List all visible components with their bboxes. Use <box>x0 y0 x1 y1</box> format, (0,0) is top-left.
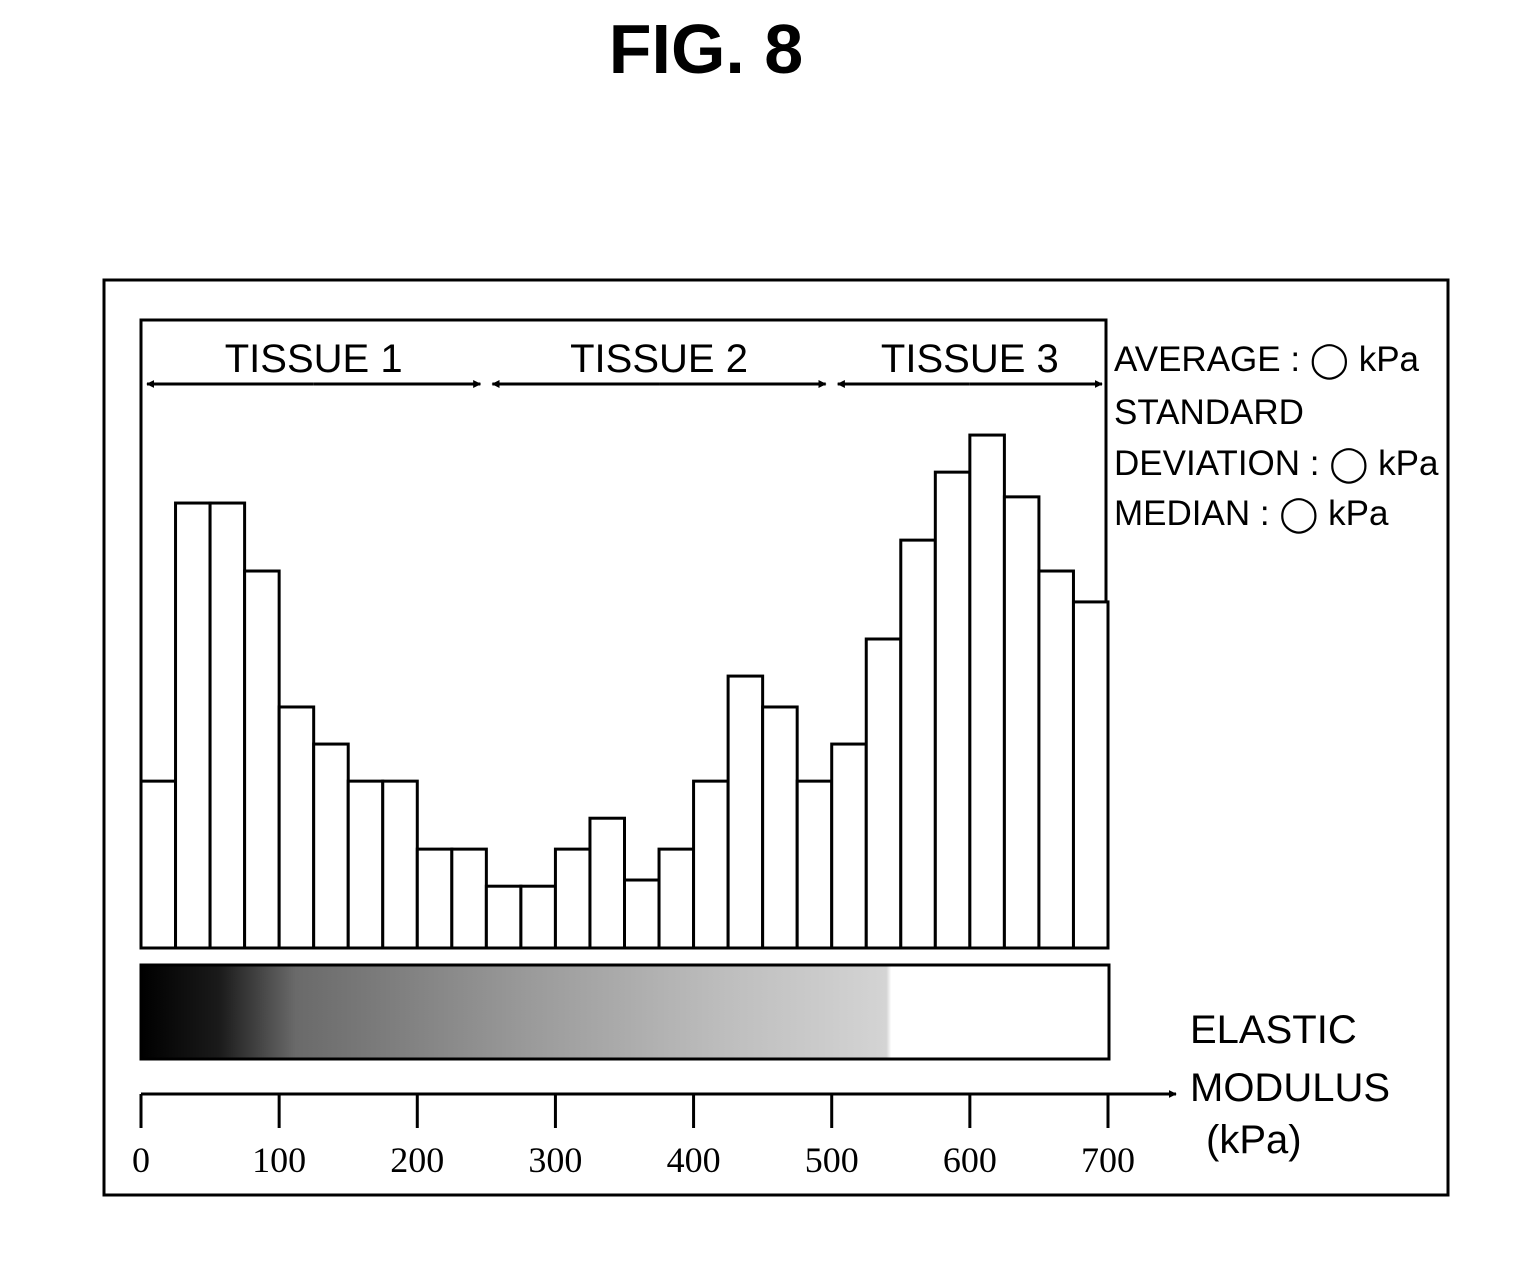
stat-average: AVERAGE : ◯ kPa <box>1114 340 1420 380</box>
bar-11 <box>521 886 556 948</box>
x-tick-label-100: 100 <box>252 1140 306 1180</box>
bar-13 <box>590 818 625 948</box>
region-label-1: TISSUE 1 <box>225 337 403 381</box>
tissue-regions: TISSUE 1 TISSUE 2 TISSUE 3 <box>147 337 1102 384</box>
bar-2 <box>210 503 245 948</box>
x-tick-label-500: 500 <box>805 1140 859 1180</box>
bar-3 <box>245 571 280 948</box>
x-tick-label-300: 300 <box>528 1140 582 1180</box>
bar-20 <box>832 744 867 948</box>
x-tick-label-600: 600 <box>943 1140 997 1180</box>
bar-6 <box>348 781 383 948</box>
x-tick-label-200: 200 <box>390 1140 444 1180</box>
bar-5 <box>314 744 349 948</box>
x-axis-title: ELASTIC MODULUS (kPa) <box>1190 1008 1390 1162</box>
stat-median: MEDIAN : ◯ kPa <box>1114 494 1389 534</box>
region-label-3: TISSUE 3 <box>881 337 1059 381</box>
bar-24 <box>970 435 1005 948</box>
bar-0 <box>141 781 176 948</box>
bar-26 <box>1039 571 1074 948</box>
bar-8 <box>417 849 452 948</box>
bar-12 <box>555 849 590 948</box>
bar-17 <box>728 676 763 948</box>
bar-27 <box>1073 602 1108 948</box>
bar-10 <box>486 886 521 948</box>
bar-9 <box>452 849 487 948</box>
bar-21 <box>866 639 901 948</box>
x-axis-label-line1: ELASTIC <box>1190 1008 1357 1052</box>
bar-16 <box>694 781 729 948</box>
stat-standard-label: STANDARD <box>1114 393 1304 432</box>
bar-7 <box>383 781 418 948</box>
bar-19 <box>797 781 832 948</box>
x-axis: 0 100 200 300 400 500 600 700 <box>132 1094 1176 1180</box>
bar-22 <box>901 540 936 948</box>
stat-deviation: DEVIATION : ◯ kPa <box>1114 444 1439 484</box>
bar-25 <box>1004 497 1039 948</box>
x-tick-label-400: 400 <box>667 1140 721 1180</box>
bar-15 <box>659 849 694 948</box>
stats-panel: AVERAGE : ◯ kPa STANDARD DEVIATION : ◯ k… <box>1114 340 1439 534</box>
x-axis-label-unit: (kPa) <box>1206 1118 1302 1162</box>
bar-1 <box>176 503 211 948</box>
bar-14 <box>625 880 660 948</box>
elastic-modulus-colorbar <box>141 965 1109 1059</box>
x-axis-label-line2: MODULUS <box>1190 1066 1390 1110</box>
x-tick-label-0: 0 <box>132 1140 150 1180</box>
region-label-2: TISSUE 2 <box>570 337 748 381</box>
figure-title: FIG. 8 <box>609 10 803 88</box>
bar-18 <box>763 707 798 948</box>
bar-4 <box>279 707 314 948</box>
histogram-bars <box>141 435 1108 948</box>
bar-23 <box>935 472 970 948</box>
x-tick-label-700: 700 <box>1081 1140 1135 1180</box>
